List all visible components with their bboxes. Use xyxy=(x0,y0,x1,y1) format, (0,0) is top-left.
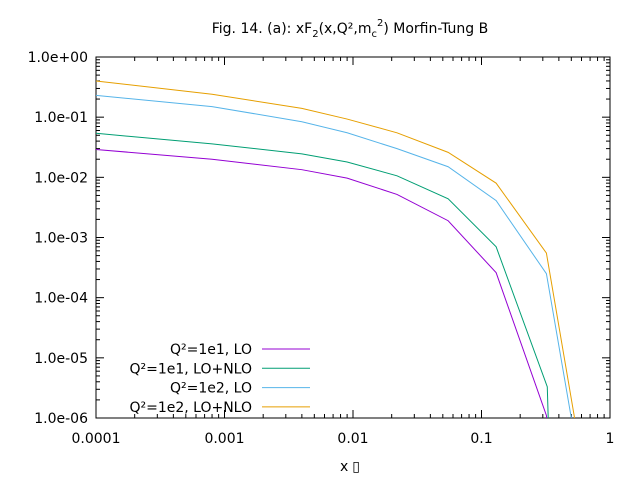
legend-label-3: Q²=1e2, LO xyxy=(170,381,252,397)
title-superscript-2: 2 xyxy=(377,18,383,29)
title-subscript-2: 2 xyxy=(312,29,318,40)
y-tick-label: 1.0e-06 xyxy=(34,411,88,427)
y-tick-label: 1.0e-04 xyxy=(34,291,88,307)
series-line-2 xyxy=(96,132,549,418)
x-axis-label: x ▯ xyxy=(340,459,360,475)
y-tick-label: 1.0e-01 xyxy=(34,110,88,126)
x-tick-label: 0.01 xyxy=(337,431,368,447)
chart-title: Fig. 14. (a): xF2(x,Q²,mc2) Morfin-Tung … xyxy=(212,18,489,40)
x-tick-label: 1 xyxy=(606,431,615,447)
legend-label-1: Q²=1e1, LO xyxy=(170,342,252,358)
x-tick-label: 0.001 xyxy=(204,431,244,447)
x-tick-label: 0.0001 xyxy=(72,431,121,447)
y-tick-label: 1.0e-02 xyxy=(34,170,88,186)
legend-label-4: Q²=1e2, LO+NLO xyxy=(129,400,252,416)
title-subscript-c: c xyxy=(371,29,377,40)
legend-label-2: Q²=1e1, LO+NLO xyxy=(129,361,252,377)
series-line-4 xyxy=(96,80,576,418)
x-tick-label: 0.1 xyxy=(470,431,492,447)
y-tick-label: 1.0e-05 xyxy=(34,351,88,367)
y-tick-label: 1.0e+00 xyxy=(28,50,88,66)
series-group xyxy=(96,80,576,418)
series-line-3 xyxy=(96,94,572,418)
y-tick-label: 1.0e-03 xyxy=(34,231,88,247)
series-line-1 xyxy=(96,149,548,418)
plot-area xyxy=(95,56,611,419)
